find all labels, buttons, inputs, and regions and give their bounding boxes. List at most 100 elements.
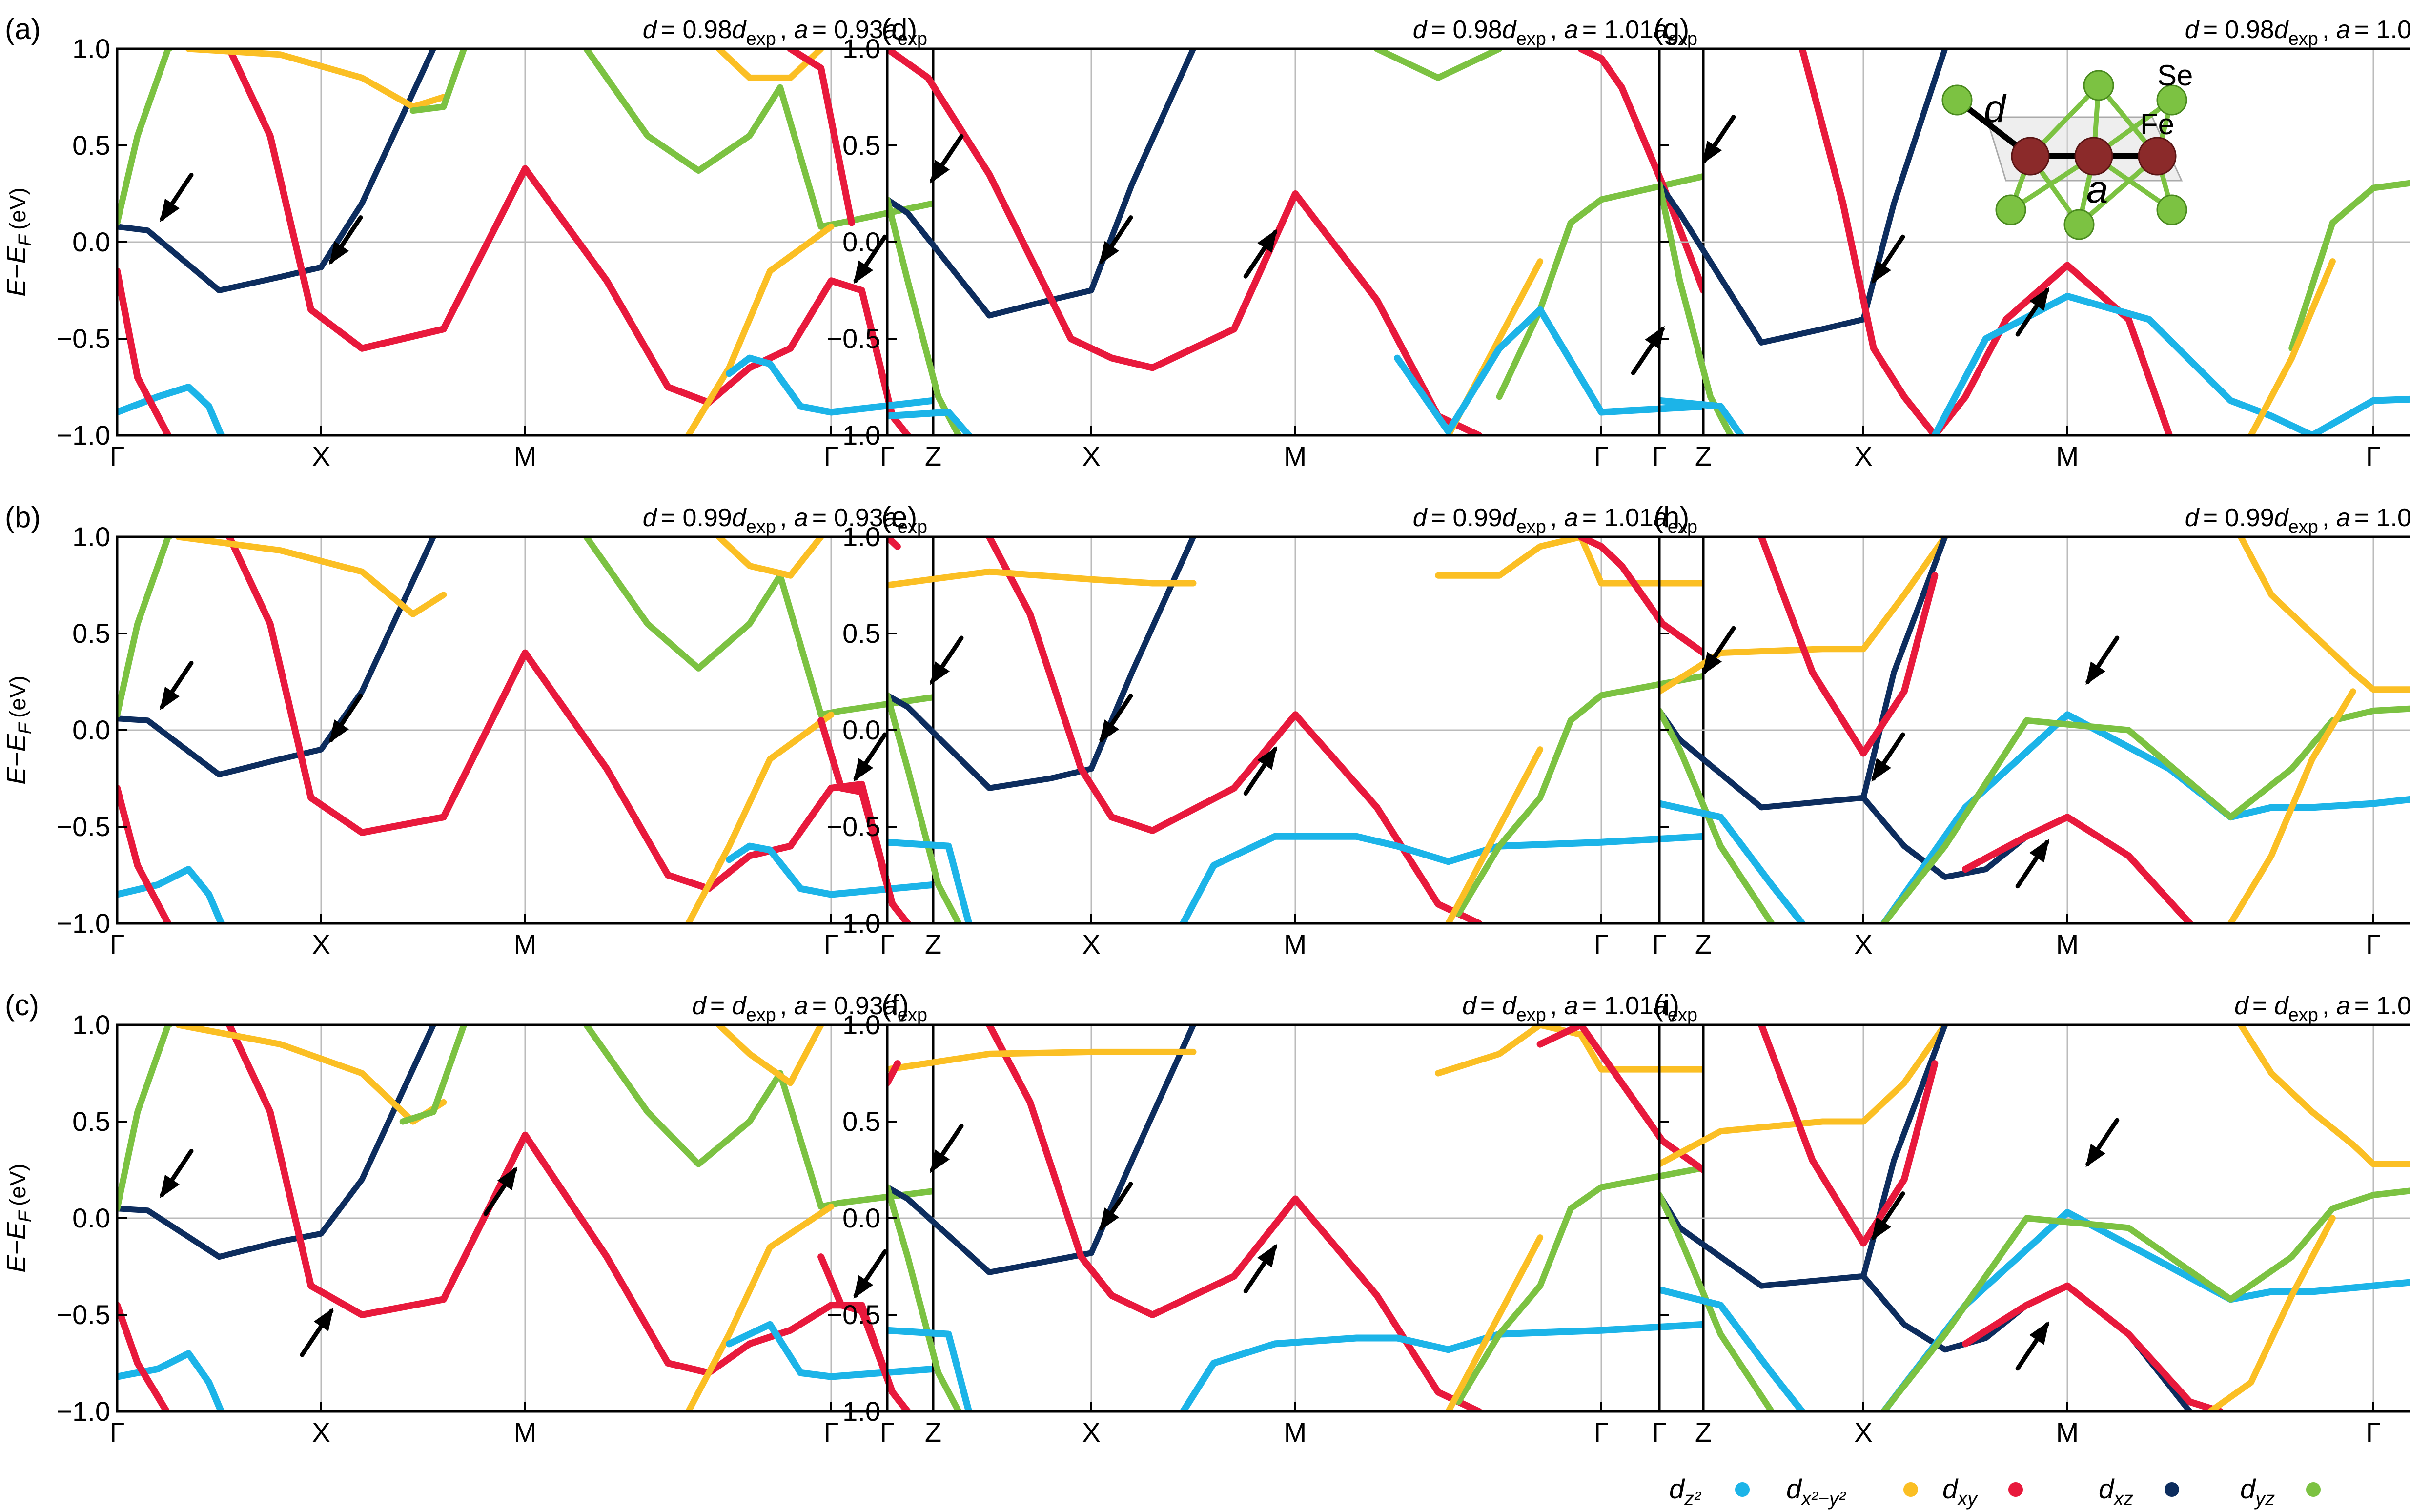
title-part: d	[2274, 992, 2289, 1020]
title-part: exp	[898, 1005, 927, 1025]
arrow-head	[1257, 229, 1277, 253]
title-part: = 0.99	[1431, 504, 1502, 532]
ytick-label: −1.0	[56, 908, 110, 939]
xtick-label: M	[514, 1417, 537, 1448]
band-lines	[117, 537, 933, 923]
title-part: = 1.01	[1582, 504, 1654, 532]
band-arrow	[1871, 1191, 1905, 1241]
legend-label-main: d	[2240, 1473, 2256, 1504]
band-dx2y2	[715, 49, 824, 81]
band-dz2	[1931, 292, 2410, 435]
band-dyz	[117, 49, 176, 226]
xtick-label: Γ	[1652, 441, 1667, 471]
band-dxy	[887, 537, 901, 550]
arrow-head	[930, 1149, 950, 1173]
title-part: d	[2185, 504, 2200, 532]
band-arrow	[160, 660, 194, 711]
xtick-label: M	[514, 929, 537, 960]
ytick-label: −1.0	[56, 1396, 110, 1427]
band-dxy	[1577, 49, 1703, 294]
xtick-label: Γ	[2366, 929, 2381, 960]
title-part: exp	[898, 29, 927, 49]
band-arrow	[1243, 229, 1277, 279]
ytick-label: −0.5	[56, 323, 110, 354]
arrow-head	[1645, 326, 1665, 349]
band-dyz	[583, 1025, 933, 1210]
xtick-label: X	[312, 929, 330, 960]
title-part: ,	[1550, 504, 1564, 532]
ytick-label: −1.0	[56, 420, 110, 450]
band-dxz	[117, 49, 436, 293]
panel-title: d = dexp, a = 1.01aexp	[1462, 992, 1697, 1025]
band-dyz	[887, 692, 962, 923]
band-dxy	[1758, 1025, 1939, 1247]
xtick-label: M	[2056, 1417, 2079, 1448]
panel-b: Γ X M Γ Z1.00.50.0−0.5−1.0(b) d = 0.99dexp, a =…	[2, 501, 941, 960]
band-arrow	[2015, 287, 2049, 337]
title-part: ,	[2322, 992, 2336, 1020]
title-part: = 1.09	[2354, 504, 2410, 532]
band-dxy	[117, 267, 172, 435]
y-axis-label-unit: (eV)	[5, 675, 30, 718]
band-arrow	[329, 694, 363, 743]
band-lines	[887, 537, 1703, 923]
title-part: d	[732, 16, 747, 44]
title-part: =	[710, 992, 732, 1020]
panel-label: (h)	[1654, 501, 1689, 533]
title-part: exp	[746, 1005, 776, 1025]
band-arrow	[2085, 1118, 2120, 1167]
band-dxy	[817, 717, 912, 923]
xtick-label: Γ	[1594, 1417, 1609, 1448]
band-dyz	[1373, 49, 1503, 81]
title-part: a	[1564, 16, 1578, 44]
band-dx2y2	[185, 49, 447, 110]
orbital-legend: dz² dx²−y² dxy dxz dyz	[1669, 1473, 2321, 1510]
xtick-label: Γ	[824, 929, 839, 960]
band-dz2	[887, 838, 973, 923]
title-part: a	[794, 992, 808, 1020]
y-axis-label-sub: F	[15, 234, 36, 246]
xtick-label: X	[1854, 441, 1872, 471]
se-atom	[1941, 84, 1973, 116]
band-dxz	[1659, 1025, 1948, 1289]
legend-marker-dz2	[1735, 1482, 1750, 1497]
xtick-label: Z	[1695, 929, 1712, 960]
title-part: ,	[2322, 16, 2336, 44]
band-dx2y2	[2207, 1215, 2336, 1411]
title-part: ,	[780, 16, 794, 44]
arrow-head	[329, 241, 349, 265]
ytick-label: 0.0	[72, 1203, 110, 1233]
title-part: a	[1654, 504, 1668, 532]
band-dx2y2	[2247, 258, 2336, 435]
title-part: = 1.09	[2354, 16, 2410, 44]
band-lines	[117, 1025, 933, 1411]
band-dxy	[817, 1253, 912, 1411]
xtick-label: Γ	[824, 441, 839, 471]
arrow-head	[1257, 746, 1277, 770]
band-dz2	[726, 354, 933, 416]
legend-marker-dxz	[2165, 1482, 2179, 1497]
legend-label-main: d	[1942, 1473, 1959, 1504]
arrow-head	[853, 260, 874, 284]
title-part: a	[883, 992, 898, 1020]
panel-title: d = 0.98dexp, a = 0.93aexp	[643, 16, 927, 49]
title-part: =	[1480, 992, 1502, 1020]
band-dyz	[1659, 181, 1735, 435]
title-part: d	[692, 992, 707, 1020]
title-part: = 0.98	[1431, 16, 1502, 44]
band-dz2	[887, 1327, 973, 1411]
title-part: = 0.93	[812, 504, 883, 532]
xtick-label: X	[1082, 441, 1100, 471]
title-part: d	[643, 504, 658, 532]
band-dxz	[1659, 49, 1948, 346]
ytick-label: 0.5	[72, 618, 110, 649]
legend-label-dx2y2: dx²−y²	[1786, 1473, 1846, 1510]
xtick-label: X	[1854, 1417, 1872, 1448]
band-dx2y2	[715, 1025, 824, 1086]
panel-f: Γ X M Γ Z1.00.50.0−0.5−1.0(f) d = dexp, a = 1.0…	[826, 989, 1712, 1448]
xtick-label: M	[1284, 929, 1307, 960]
y-axis-label-unit: (eV)	[5, 187, 30, 230]
band-dyz	[117, 537, 176, 718]
